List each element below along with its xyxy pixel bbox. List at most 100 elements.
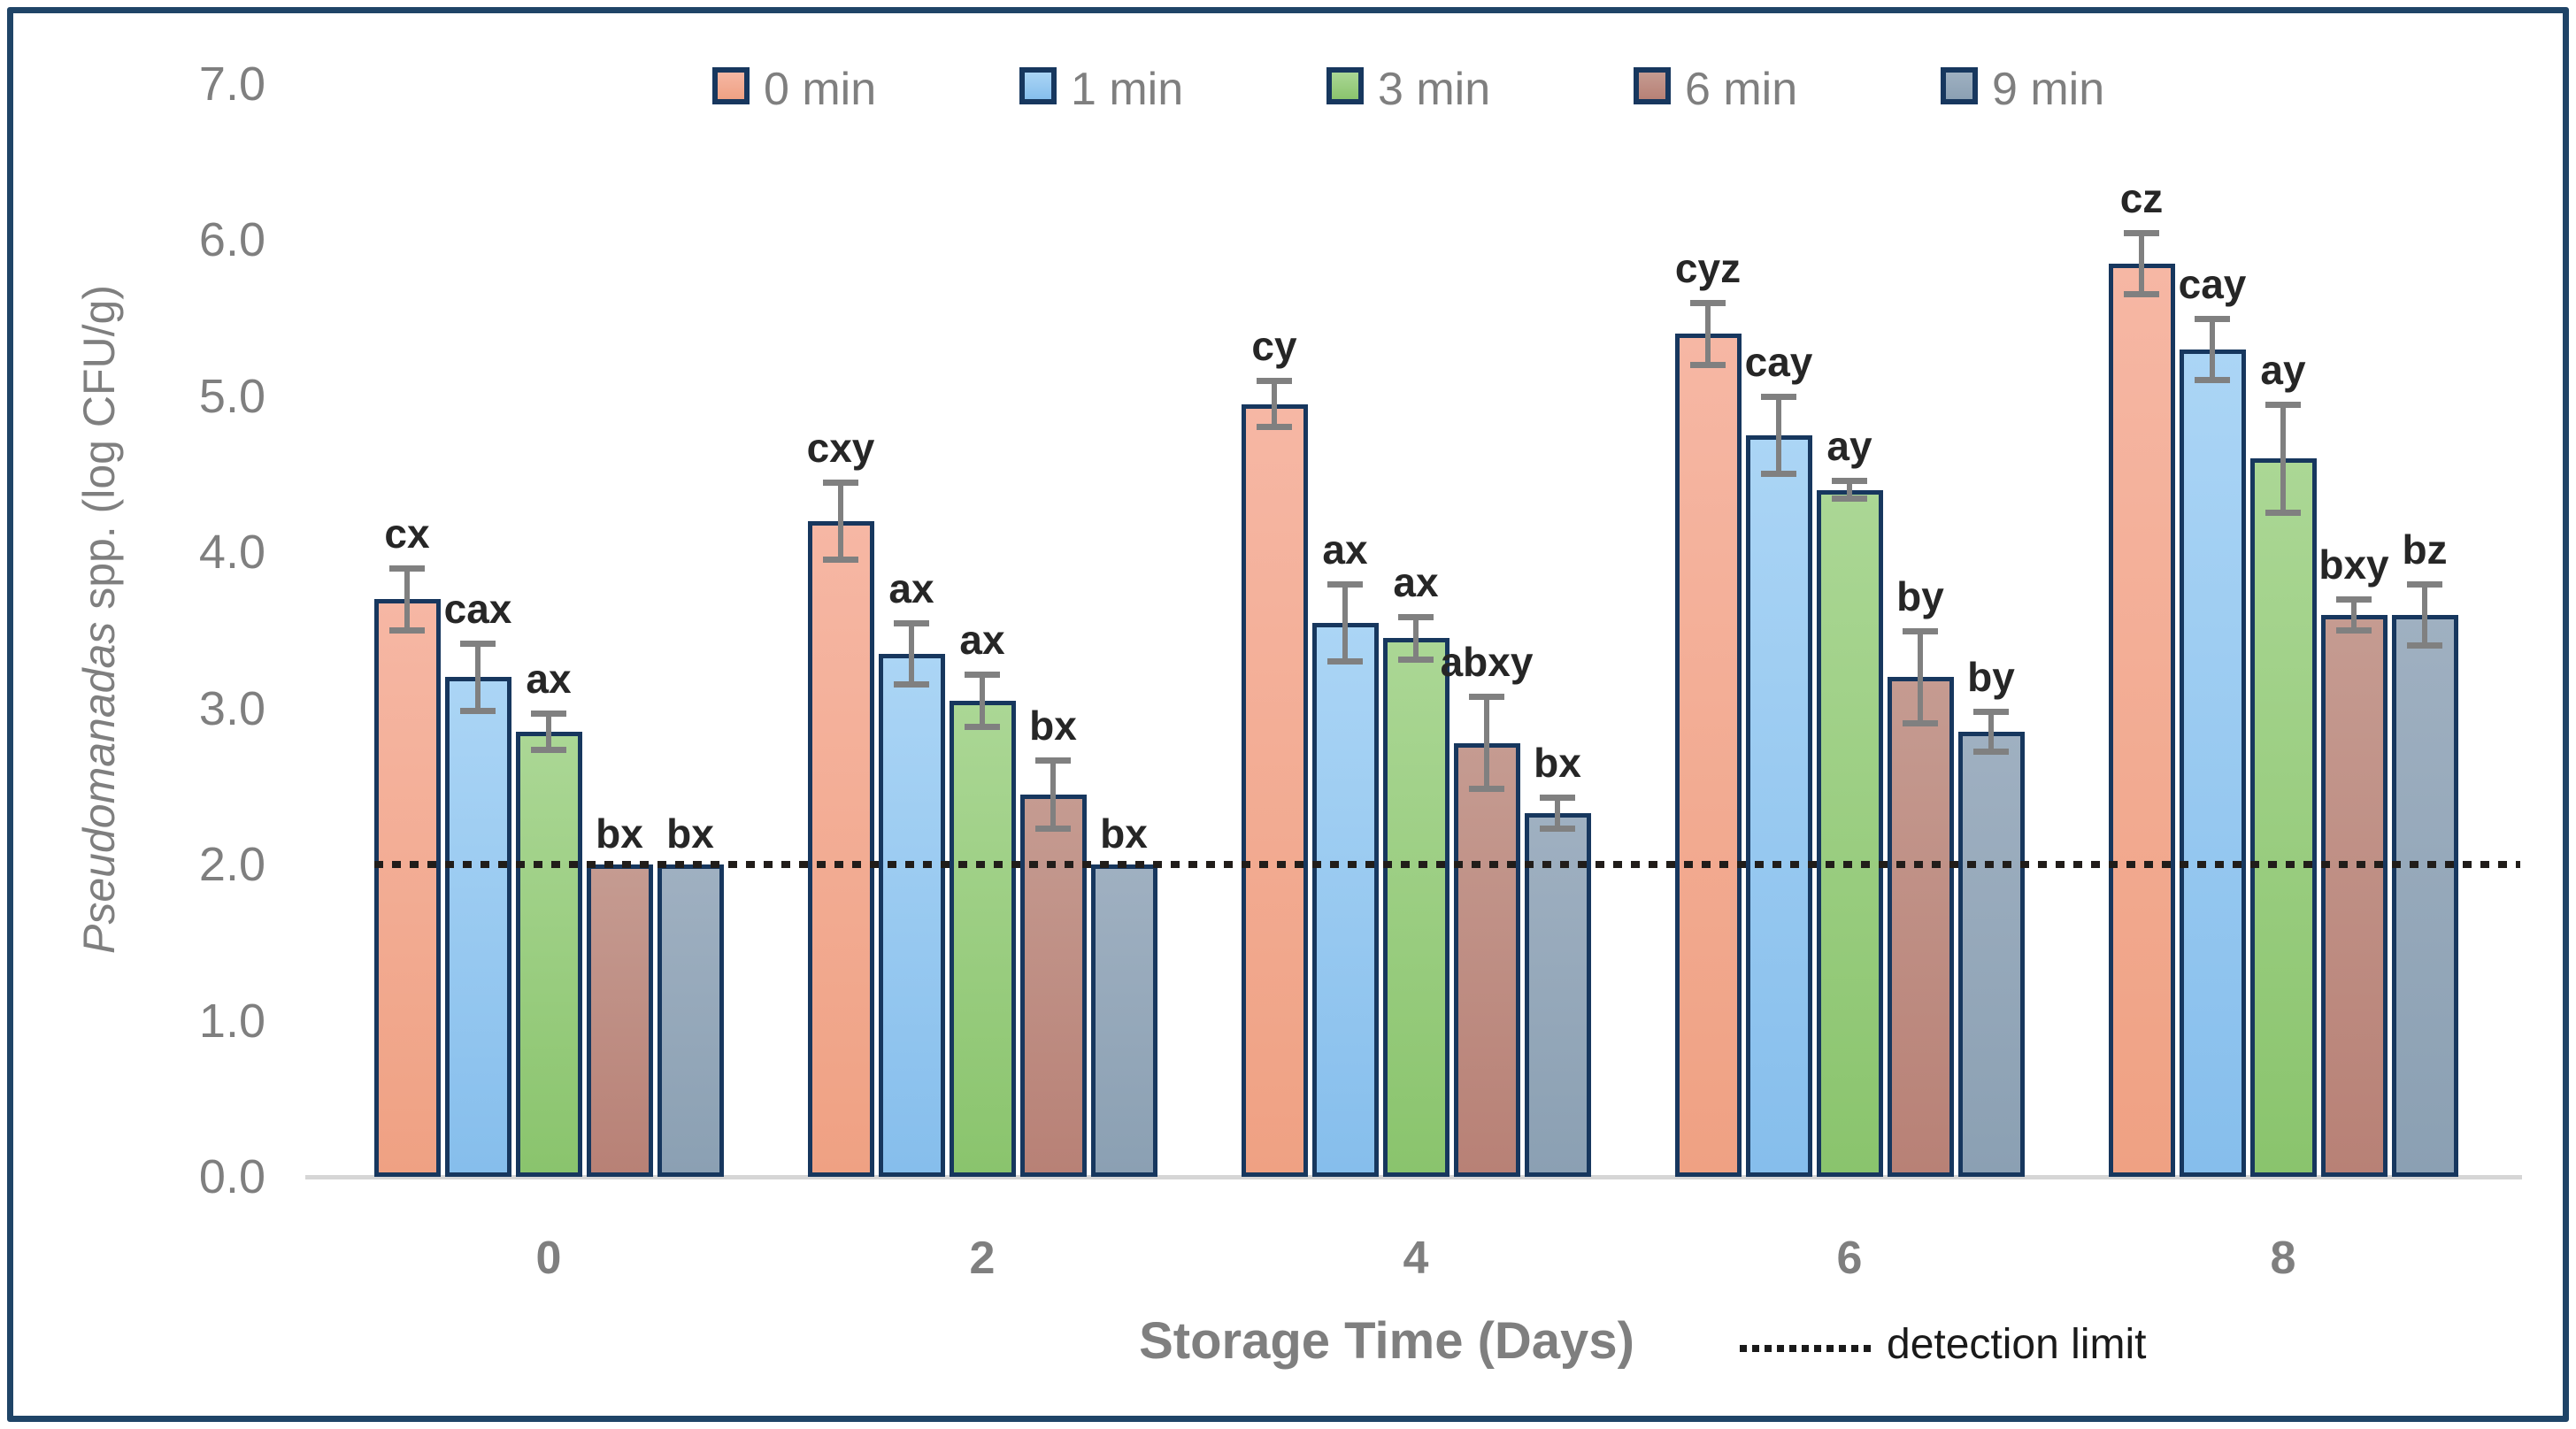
error-bar-0min-day6	[1705, 303, 1711, 365]
error-bar-cap-top-3min-day4	[1398, 613, 1434, 620]
error-bar-cap-top-6min-day8	[2336, 596, 2372, 603]
bar-1min-day4	[1311, 622, 1379, 1177]
bar-3min-day0	[515, 732, 582, 1177]
legend-swatch-3-min	[1326, 67, 1364, 104]
legend-swatch-1-min	[1019, 67, 1057, 104]
bar-9min-day2	[1090, 864, 1157, 1177]
error-bar-cap-bottom-6min-day8	[2336, 626, 2372, 634]
error-bar-cap-top-6min-day6	[1903, 627, 1938, 634]
error-bar-6min-day2	[1050, 759, 1056, 829]
y-tick-label-6.0: 6.0	[198, 213, 265, 267]
legend-swatch-0-min	[712, 67, 750, 104]
error-bar-cap-bottom-6min-day2	[1035, 825, 1071, 832]
bar-6min-day8	[2320, 614, 2388, 1177]
error-bar-cap-top-9min-day6	[1973, 709, 2009, 716]
y-tick-label-1.0: 1.0	[198, 994, 265, 1048]
error-bar-cap-top-0min-day2	[823, 479, 858, 486]
y-tick-label-5.0: 5.0	[198, 369, 265, 423]
bar-9min-day0	[657, 864, 724, 1177]
error-bar-cap-top-9min-day4	[1540, 795, 1575, 802]
error-bar-cap-bottom-3min-day8	[2265, 510, 2301, 517]
sig-label-0min-day4: cy	[1251, 323, 1297, 370]
error-bar-cap-top-1min-day2	[894, 619, 929, 626]
error-bar-0min-day8	[2139, 232, 2144, 296]
error-bar-3min-day6	[1847, 480, 1852, 500]
bar-9min-day8	[2391, 614, 2458, 1177]
y-tick-label-7.0: 7.0	[198, 58, 265, 111]
error-bar-1min-day6	[1776, 396, 1781, 475]
x-tick-label-day-0: 0	[535, 1233, 562, 1284]
bar-1min-day8	[2179, 349, 2246, 1177]
bar-0min-day8	[2108, 263, 2175, 1177]
error-bar-3min-day4	[1413, 616, 1419, 660]
x-tick-label-day-8: 8	[2270, 1233, 2296, 1284]
error-bar-cap-bottom-0min-day2	[823, 557, 858, 564]
bar-9min-day4	[1524, 812, 1591, 1177]
sig-label-1min-day2: ax	[888, 565, 934, 611]
x-axis-title: Storage Time (Days)	[1139, 1312, 1634, 1370]
sig-label-0min-day8: cz	[2119, 174, 2164, 221]
sig-label-6min-day4: abxy	[1440, 638, 1534, 685]
x-axis-line	[305, 1175, 2522, 1179]
bar-0min-day2	[807, 521, 874, 1177]
sig-label-9min-day2: bx	[1100, 811, 1148, 857]
error-bar-cap-top-1min-day8	[2195, 315, 2230, 322]
error-bar-cap-bottom-1min-day4	[1327, 657, 1363, 665]
sig-label-1min-day6: cay	[1744, 338, 1813, 385]
bar-3min-day2	[949, 700, 1016, 1177]
error-bar-cap-top-1min-day6	[1761, 393, 1796, 400]
legend-label-9-min: 9 min	[1992, 64, 2105, 115]
error-bar-0min-day4	[1272, 380, 1277, 428]
error-bar-0min-day0	[404, 567, 410, 631]
bar-6min-day4	[1453, 742, 1520, 1177]
error-bar-cap-top-1min-day0	[460, 640, 496, 647]
y-axis-title-species: Pseudomanadas	[74, 621, 124, 954]
legend-swatch-9-min	[1941, 67, 1978, 104]
error-bar-cap-bottom-1min-day8	[2195, 377, 2230, 384]
y-tick-label-4.0: 4.0	[198, 526, 265, 580]
sig-label-3min-day8: ay	[2260, 346, 2306, 393]
error-bar-6min-day4	[1484, 695, 1489, 790]
bar-9min-day6	[1957, 732, 2025, 1177]
error-bar-cap-top-0min-day4	[1257, 378, 1292, 385]
error-bar-cap-bottom-1min-day2	[894, 681, 929, 688]
error-bar-1min-day8	[2210, 318, 2215, 381]
bar-3min-day8	[2249, 458, 2317, 1177]
sig-label-9min-day0: bx	[666, 811, 714, 857]
error-bar-1min-day4	[1342, 583, 1348, 662]
sig-label-0min-day6: cyz	[1674, 245, 1742, 291]
error-bar-0min-day2	[838, 481, 843, 561]
error-bar-cap-bottom-0min-day6	[1690, 361, 1726, 368]
legend-label-0-min: 0 min	[764, 64, 877, 115]
error-bar-6min-day8	[2351, 599, 2357, 631]
sig-label-9min-day6: by	[1967, 654, 2015, 701]
error-bar-3min-day2	[980, 673, 985, 727]
error-bar-9min-day4	[1555, 797, 1560, 829]
detection-limit-legend-label: detection limit	[1887, 1321, 2147, 1368]
error-bar-cap-bottom-3min-day2	[965, 723, 1000, 730]
bar-6min-day6	[1887, 677, 1954, 1177]
error-bar-cap-bottom-1min-day0	[460, 708, 496, 715]
legend-label-1-min: 1 min	[1071, 64, 1184, 115]
error-bar-cap-top-0min-day8	[2124, 229, 2159, 236]
sig-label-9min-day8: bz	[2402, 526, 2448, 572]
sig-label-3min-day0: ax	[526, 656, 572, 702]
sig-label-1min-day4: ax	[1322, 526, 1368, 572]
error-bar-cap-bottom-0min-day0	[389, 626, 425, 634]
bar-1min-day0	[444, 677, 511, 1177]
error-bar-cap-top-6min-day2	[1035, 757, 1071, 764]
error-bar-cap-top-3min-day0	[531, 711, 566, 717]
bar-1min-day2	[878, 653, 945, 1177]
bar-6min-day0	[586, 864, 653, 1177]
error-bar-cap-bottom-9min-day8	[2407, 642, 2442, 649]
sig-label-0min-day0: cx	[384, 510, 430, 557]
bar-0min-day0	[373, 599, 441, 1177]
sig-label-1min-day8: cay	[2178, 260, 2247, 307]
sig-label-3min-day4: ax	[1393, 558, 1439, 605]
legend-swatch-6-min	[1634, 67, 1671, 104]
error-bar-cap-bottom-0min-day8	[2124, 291, 2159, 298]
legend-label-3-min: 3 min	[1378, 64, 1491, 115]
error-bar-cap-bottom-9min-day6	[1973, 749, 2009, 756]
x-tick-label-day-6: 6	[1836, 1233, 1863, 1284]
bar-0min-day4	[1241, 403, 1308, 1177]
